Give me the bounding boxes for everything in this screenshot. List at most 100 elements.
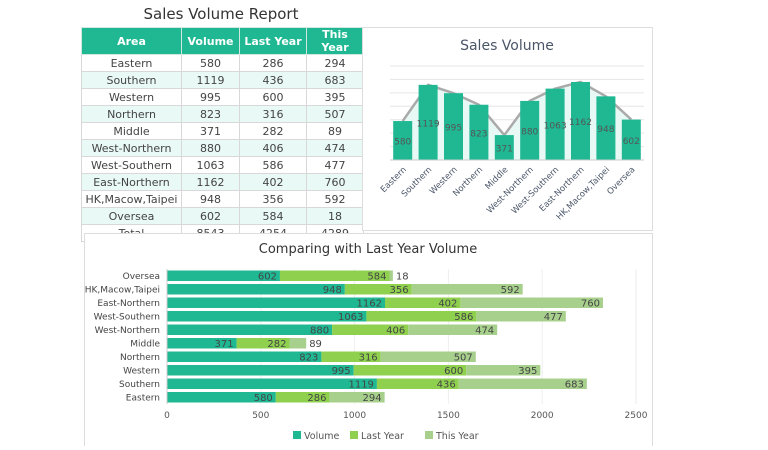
data-label: 823 [470,129,487,139]
data-label: 948 [597,125,614,135]
table-cell: 395 [306,88,364,106]
y-tick-label: HK,Macow,Taipei [85,286,160,296]
sales-volume-chart: Sales Volume 580 Eastern 1119 Southern 995 Wes… [362,27,653,231]
legend-swatch [293,431,301,439]
table-cell: Southern [81,71,182,89]
x-tick-label: 1500 [437,411,460,421]
x-tick-label: 1000 [343,411,366,421]
table-cell: 760 [306,173,364,191]
table-cell: 995 [181,88,240,106]
table-row: East-Northern 1162 402 760 [81,173,364,191]
sales-table: Area Volume Last Year This Year Eastern 580 2… [81,27,364,242]
bar-segment [167,365,354,376]
column-header: This Year [306,27,364,55]
table-cell: HK,Macow,Taipei [81,190,182,208]
table-cell: Western [81,88,182,106]
bar-segment [389,270,393,281]
table-cell: 1063 [181,156,240,174]
table-cell: 592 [306,190,364,208]
comparison-chart: Comparing with Last Year Volume 0 500 1000 1… [84,233,653,446]
table-cell: 1119 [181,71,240,89]
table-cell: 584 [239,207,307,225]
data-label: 395 [518,366,537,377]
table-cell: 371 [181,122,240,140]
bar-segment [329,392,385,403]
bar-segment [411,284,523,295]
trend-line [401,80,633,138]
data-label: 316 [359,353,378,364]
legend-label: Last Year [361,431,404,442]
table-row: West-Southern 1063 586 477 [81,156,364,174]
bar-segment [353,365,467,376]
y-tick-label: Oversea [123,272,160,282]
bar-segment [376,378,459,389]
y-tick-label: Southern [119,380,160,390]
table-cell: 683 [306,71,364,89]
data-label: 683 [565,380,584,391]
data-label: 584 [367,272,386,283]
table-row: Oversea 602 584 18 [81,207,364,225]
data-label: 474 [475,326,494,337]
x-tick-label: 2000 [531,411,554,421]
x-tick-label: 500 [252,411,269,421]
legend-swatch [425,431,433,439]
table-row: West-Northern 880 406 474 [81,139,364,157]
bar-segment [167,338,237,349]
data-label: 602 [258,272,277,283]
bar-segment [167,324,333,335]
data-label: 580 [254,393,273,404]
data-label: 1162 [569,118,592,128]
bar [545,88,565,160]
data-label: 402 [438,299,457,310]
table-cell: 282 [239,122,307,140]
bar [520,100,540,160]
table-cell: 286 [239,54,307,72]
data-label: 406 [386,326,405,337]
bar [621,119,641,160]
table-row: Western 995 600 395 [81,88,364,106]
bar-segment [275,392,330,403]
data-label: 294 [363,393,382,404]
data-label: 1162 [357,299,382,310]
bar [418,84,438,160]
x-tick-label: 2500 [625,411,648,421]
data-label: 948 [323,285,342,296]
chart-title: Sales Volume [460,38,554,54]
bar [494,135,514,160]
data-label: 592 [501,285,520,296]
data-label: 1063 [544,121,567,131]
bar-segment [279,270,390,281]
report-title: Sales Volume Report [143,5,299,23]
bar-segment [408,324,498,335]
data-label: 760 [581,299,600,310]
table-cell: West-Southern [81,156,182,174]
table-cell: 356 [239,190,307,208]
bar [393,121,413,160]
legend-swatch [350,431,358,439]
data-label: 880 [310,326,329,337]
table-cell: Eastern [81,54,182,72]
data-label: 600 [444,366,463,377]
column-header: Volume [181,27,240,55]
bar-segment [384,297,461,308]
data-label: 89 [309,339,322,350]
table-cell: 402 [239,173,307,191]
table-cell: 507 [306,105,364,123]
y-tick-label: Eastern [126,394,160,404]
y-tick-label: West-Northern [95,326,160,336]
chart-title: Comparing with Last Year Volume [259,242,477,257]
table-cell: West-Northern [81,139,182,157]
column-header: Area [81,27,182,55]
table-row: Southern 1119 436 683 [81,71,364,89]
table-cell: 600 [239,88,307,106]
data-label: 436 [437,380,456,391]
bar-segment [380,351,476,362]
table-cell: 474 [306,139,364,157]
table-cell: Middle [81,122,182,140]
table-row: Eastern 580 286 294 [81,54,364,72]
data-label: 286 [307,393,326,404]
legend-label: This Year [435,431,479,442]
y-tick-label: Northern [120,353,160,363]
bar-segment [167,284,345,295]
bar [469,104,489,160]
